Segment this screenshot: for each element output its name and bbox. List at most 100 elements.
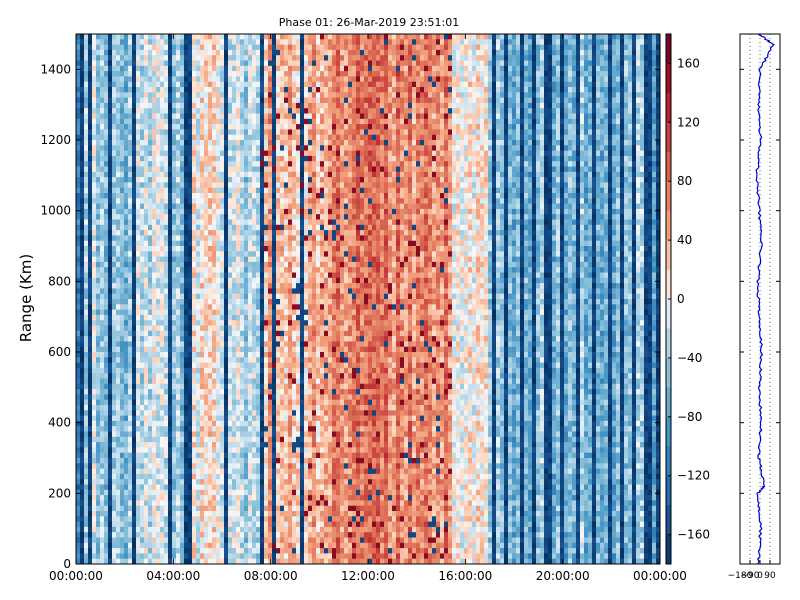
heatmap-cell bbox=[168, 415, 173, 422]
heatmap-cell bbox=[112, 505, 117, 512]
heatmap-cell bbox=[148, 251, 153, 257]
heatmap-cell bbox=[240, 166, 245, 173]
heatmap-cell bbox=[156, 230, 161, 236]
heatmap-cell bbox=[268, 399, 273, 406]
heatmap-cell bbox=[96, 44, 101, 51]
heatmap-cell bbox=[236, 272, 241, 279]
heatmap-cell bbox=[172, 39, 177, 45]
heatmap-cell bbox=[272, 431, 277, 438]
heatmap-cell bbox=[136, 314, 141, 321]
heatmap-cell bbox=[108, 463, 113, 469]
heatmap-cell bbox=[76, 182, 81, 189]
heatmap-cell bbox=[148, 410, 153, 416]
heatmap-cell bbox=[104, 251, 109, 257]
heatmap-cell bbox=[104, 92, 109, 98]
heatmap-cell bbox=[200, 420, 205, 427]
heatmap-cell bbox=[224, 145, 229, 151]
heatmap-cell bbox=[128, 161, 133, 167]
heatmap-cell bbox=[220, 171, 225, 178]
heatmap-cell bbox=[120, 261, 125, 268]
heatmap-cell bbox=[136, 44, 141, 51]
heatmap-cell bbox=[156, 473, 161, 480]
heatmap-cell bbox=[148, 447, 153, 454]
heatmap-cell bbox=[256, 378, 261, 385]
heatmap-cell bbox=[136, 49, 141, 56]
heatmap-cell bbox=[204, 118, 209, 125]
heatmap-cell bbox=[92, 309, 97, 316]
heatmap-cell bbox=[256, 293, 261, 300]
heatmap-cell bbox=[176, 458, 181, 464]
heatmap-cell bbox=[256, 97, 261, 104]
heatmap-cell bbox=[116, 394, 121, 401]
heatmap-cell bbox=[228, 187, 233, 194]
heatmap-cell bbox=[76, 357, 81, 363]
heatmap-cell bbox=[272, 246, 277, 252]
heatmap-cell bbox=[112, 341, 117, 348]
heatmap-cell bbox=[220, 208, 225, 215]
heatmap-cell bbox=[180, 261, 185, 268]
heatmap-cell bbox=[156, 505, 161, 512]
heatmap-cell bbox=[188, 171, 193, 178]
heatmap-cell bbox=[100, 166, 105, 173]
heatmap-cell bbox=[112, 283, 117, 289]
heatmap-cell bbox=[220, 39, 225, 45]
heatmap-cell bbox=[256, 532, 261, 538]
heatmap-cell bbox=[180, 187, 185, 194]
heatmap-cell bbox=[76, 145, 81, 151]
heatmap-cell bbox=[92, 521, 97, 528]
heatmap-cell bbox=[196, 97, 201, 104]
heatmap-cell bbox=[116, 208, 121, 215]
heatmap-cell bbox=[208, 399, 213, 406]
heatmap-cell bbox=[196, 336, 201, 342]
heatmap-cell bbox=[272, 224, 277, 231]
heatmap-cell bbox=[232, 526, 237, 533]
heatmap-cell bbox=[108, 49, 113, 56]
heatmap-cell bbox=[140, 145, 145, 151]
heatmap-cell bbox=[248, 187, 253, 194]
heatmap-cell bbox=[148, 134, 153, 141]
heatmap-cell bbox=[128, 198, 133, 204]
heatmap-cell bbox=[248, 447, 253, 454]
heatmap-cell bbox=[208, 330, 213, 337]
heatmap-cell bbox=[120, 383, 125, 390]
heatmap-cell bbox=[228, 145, 233, 151]
heatmap-cell bbox=[84, 500, 89, 507]
heatmap-cell bbox=[80, 150, 85, 157]
heatmap-cell bbox=[124, 118, 129, 125]
heatmap-cell bbox=[108, 140, 113, 146]
heatmap-cell bbox=[148, 44, 153, 51]
heatmap-cell bbox=[268, 325, 273, 332]
heatmap-cell bbox=[232, 410, 237, 416]
heatmap-cell bbox=[136, 378, 141, 385]
heatmap-cell bbox=[228, 161, 233, 167]
heatmap-cell bbox=[208, 65, 213, 72]
heatmap-cell bbox=[168, 389, 173, 395]
heatmap-cell bbox=[132, 283, 137, 289]
heatmap-cell bbox=[76, 246, 81, 252]
heatmap-cell bbox=[168, 553, 173, 560]
heatmap-cell bbox=[172, 548, 177, 554]
heatmap-cell bbox=[156, 224, 161, 231]
heatmap-cell bbox=[272, 537, 277, 544]
heatmap-cell bbox=[116, 500, 121, 507]
heatmap-cell bbox=[180, 224, 185, 231]
heatmap-cell bbox=[132, 495, 137, 501]
heatmap-cell bbox=[164, 235, 169, 242]
heatmap-cell bbox=[116, 71, 121, 77]
heatmap-cell bbox=[252, 34, 257, 40]
heatmap-cell bbox=[144, 526, 149, 533]
heatmap-cell bbox=[196, 325, 201, 332]
heatmap-cell bbox=[244, 325, 249, 332]
heatmap-cell bbox=[124, 219, 129, 226]
heatmap-cell bbox=[184, 357, 189, 363]
heatmap-cell bbox=[100, 39, 105, 45]
heatmap-cell bbox=[172, 526, 177, 533]
heatmap-cell bbox=[152, 55, 157, 61]
heatmap-cell bbox=[84, 325, 89, 332]
heatmap-cell bbox=[96, 224, 101, 231]
heatmap-cell bbox=[164, 34, 169, 40]
heatmap-cell bbox=[92, 55, 97, 61]
heatmap-cell bbox=[184, 320, 189, 326]
heatmap-cell bbox=[120, 447, 125, 454]
heatmap-cell bbox=[244, 39, 249, 45]
